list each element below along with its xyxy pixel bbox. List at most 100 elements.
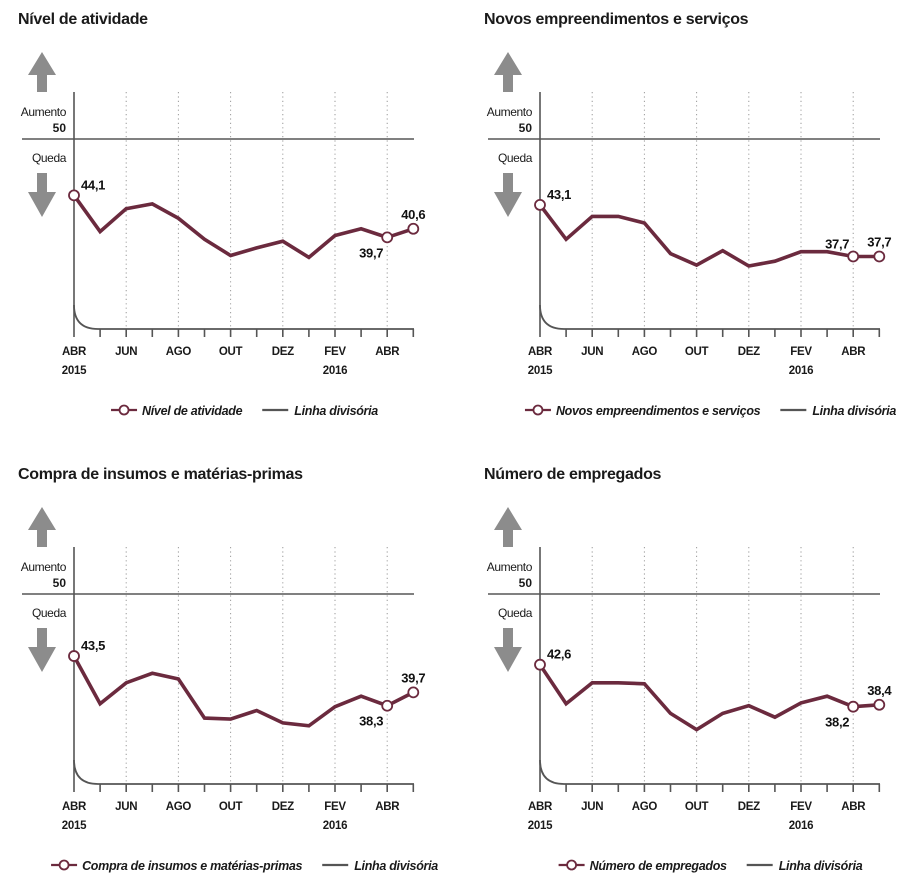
legend-series-label: Nível de atividade [142, 404, 243, 418]
x-axis [539, 759, 880, 785]
threshold-value-label: 50 [519, 121, 533, 135]
decrease-label: Queda [32, 606, 67, 620]
x-tick-label: FEV [790, 346, 812, 358]
data-point-marker[interactable] [68, 189, 80, 202]
increase-label: Aumento [21, 105, 67, 119]
legend-divider-label: Linha divisória [354, 859, 438, 873]
increase-label: Aumento [487, 560, 533, 574]
legend-series-marker-icon [566, 859, 577, 871]
chart-title: Compra de insumos e matérias-primas [18, 466, 303, 483]
data-value-label: 37,7 [825, 236, 849, 251]
decrease-label: Queda [498, 151, 533, 165]
threshold-value-label: 50 [53, 121, 67, 135]
data-value-label: 43,1 [547, 187, 571, 202]
x-tick-label: JUN [115, 346, 137, 358]
line-chart: Compra de insumos e matérias-primas Aumen… [18, 466, 439, 873]
data-value-label: 40,6 [401, 207, 425, 222]
x-tick-label: ABR [375, 346, 400, 358]
data-point-marker[interactable] [847, 700, 860, 713]
data-point-marker[interactable] [68, 650, 80, 662]
x-tick-year-label: 2016 [323, 365, 347, 377]
legend-series-marker-icon [118, 404, 130, 416]
x-tick-year-label: 2016 [789, 365, 813, 377]
x-tick-label: OUT [685, 346, 709, 358]
x-tick-year-label: 2016 [323, 820, 347, 832]
legend-divider-label: Linha divisória [779, 859, 863, 873]
x-tick-label: AGO [632, 801, 658, 813]
legend: Compra de insumos e matérias-primas Linha… [51, 859, 439, 873]
legend-series-label: Compra de insumos e matérias-primas [82, 859, 302, 873]
x-tick-label: ABR [62, 801, 87, 813]
legend-series-marker-icon [532, 404, 544, 416]
chart-title: Número de empregados [484, 466, 662, 483]
data-point-marker[interactable] [407, 686, 420, 699]
x-axis [73, 304, 414, 330]
legend: Novos empreendimentos e serviços Linha di… [524, 404, 897, 418]
x-tick-label: AGO [166, 346, 192, 358]
x-tick-label: AGO [166, 801, 192, 813]
arrow-down-icon [28, 628, 56, 672]
x-tick-label: OUT [219, 801, 243, 813]
x-tick-label: JUN [115, 801, 137, 813]
x-axis [539, 304, 880, 330]
x-tick-label: JUN [581, 801, 603, 813]
x-tick-label: ABR [528, 346, 553, 358]
data-value-label: 38,3 [359, 714, 383, 729]
chart-panel: Compra de insumos e matérias-primas Aumen… [0, 455, 455, 895]
chart-panel: Nível de atividade Aumento 50 Queda ABR 2015 J… [0, 0, 455, 440]
decrease-label: Queda [32, 151, 67, 165]
data-point-marker[interactable] [534, 198, 546, 211]
x-tick-label: AGO [632, 346, 658, 358]
arrow-up-icon [28, 507, 56, 547]
x-tick-label: ABR [528, 801, 553, 813]
data-value-label: 37,7 [867, 234, 891, 249]
legend: Nível de atividade Linha divisória [111, 404, 379, 418]
x-tick-label: FEV [324, 801, 346, 813]
x-tick-year-label: 2016 [789, 820, 813, 832]
data-point-marker[interactable] [847, 250, 860, 263]
line-chart: Número de empregados Aumento 50 Queda ABR 201… [484, 466, 893, 873]
x-tick-label: DEZ [738, 801, 760, 813]
decrease-label: Queda [498, 606, 533, 620]
x-tick-label: ABR [62, 346, 87, 358]
arrow-down-icon [494, 628, 522, 672]
chart-panel: Número de empregados Aumento 50 Queda ABR 201… [466, 455, 915, 895]
data-point-marker[interactable] [873, 250, 886, 263]
x-tick-year-label: 2015 [528, 365, 553, 377]
x-tick-year-label: 2015 [62, 820, 87, 832]
series-line [538, 662, 882, 732]
threshold-value-label: 50 [519, 576, 533, 590]
increase-label: Aumento [487, 105, 533, 119]
data-point-marker[interactable] [381, 699, 394, 712]
data-value-label: 39,7 [401, 670, 425, 685]
legend-divider-label: Linha divisória [294, 404, 378, 418]
threshold-value-label: 50 [53, 576, 67, 590]
x-tick-label: FEV [790, 801, 812, 813]
data-value-label: 44,1 [81, 177, 105, 192]
arrow-down-icon [28, 173, 56, 217]
x-tick-label: DEZ [272, 346, 294, 358]
increase-label: Aumento [21, 560, 67, 574]
x-axis [73, 759, 414, 785]
series-line [72, 193, 416, 260]
legend-divider-label: Linha divisória [812, 404, 896, 418]
arrow-up-icon [494, 507, 522, 547]
series-line [72, 654, 416, 728]
arrow-down-icon [494, 173, 522, 217]
chart-title: Nível de atividade [18, 11, 148, 28]
chart-panel: Novos empreendimentos e serviços Aumento 5… [466, 0, 915, 440]
data-point-marker[interactable] [534, 658, 546, 671]
data-point-marker[interactable] [381, 231, 394, 244]
arrow-up-icon [494, 52, 522, 92]
data-value-label: 39,7 [359, 245, 383, 260]
data-value-label: 43,5 [81, 638, 105, 653]
data-point-marker[interactable] [407, 222, 420, 235]
x-tick-year-label: 2015 [62, 365, 87, 377]
arrow-up-icon [28, 52, 56, 92]
data-point-marker[interactable] [873, 698, 886, 711]
x-tick-label: JUN [581, 346, 603, 358]
x-tick-label: OUT [685, 801, 709, 813]
chart-title: Novos empreendimentos e serviços [484, 11, 749, 28]
x-tick-label: FEV [324, 346, 346, 358]
legend: Número de empregados Linha divisória [558, 859, 863, 873]
